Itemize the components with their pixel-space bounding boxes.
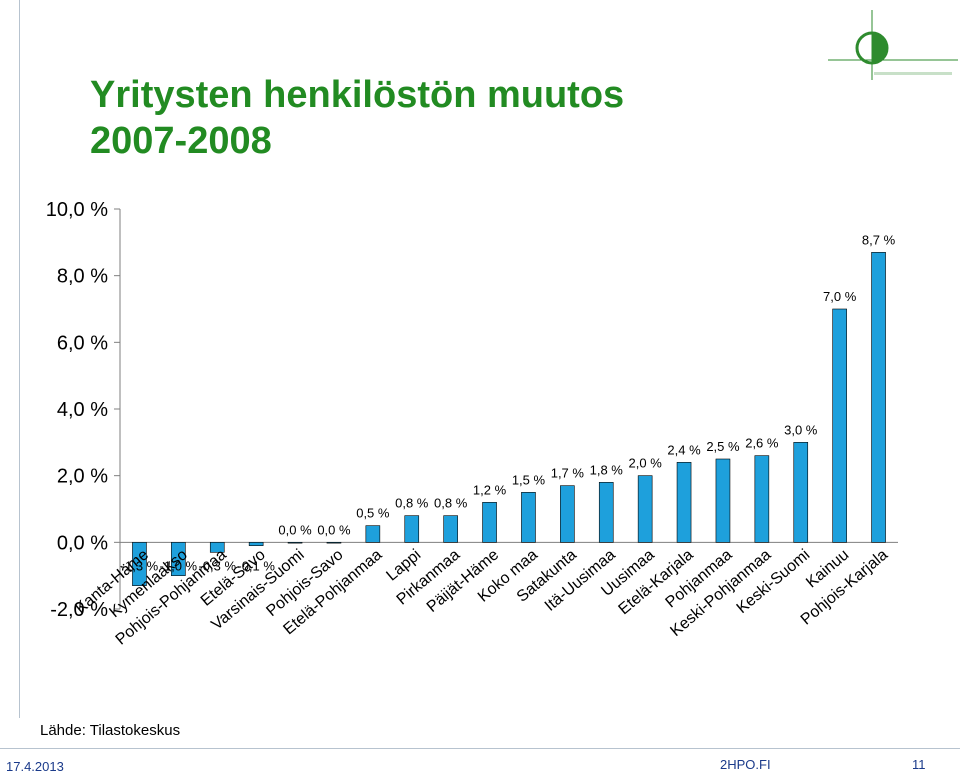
bar: [287, 542, 303, 544]
slide-title-line-1: Yritysten henkilöstön muutos: [90, 74, 625, 116]
bar: [443, 515, 458, 543]
y-tick-label: 0,0 %: [57, 532, 108, 554]
data-label: 1,7 %: [551, 466, 585, 481]
bar: [871, 252, 886, 543]
data-label: 0,5 %: [356, 506, 390, 521]
bar: [248, 542, 264, 546]
data-label: -0,3 %: [198, 558, 236, 573]
data-label: 0,8 %: [434, 496, 468, 511]
y-tick-label: -2,0 %: [50, 599, 108, 621]
bar: [171, 542, 186, 576]
bar: [560, 485, 575, 543]
bar: [326, 542, 342, 544]
bar: [637, 475, 653, 543]
bar: [715, 458, 731, 543]
data-label: 1,2 %: [473, 482, 507, 497]
bar: [676, 462, 692, 543]
value-labels: -1,3 % -1,0 % -0,3 % -0,1 % 0,0 % 0,0 % 0,5 % 0…: [121, 232, 896, 573]
data-label: -1,0 %: [160, 558, 198, 573]
page-number: 11: [912, 757, 926, 772]
data-label: 0,0 %: [278, 522, 312, 537]
y-tick-label: 4,0 %: [57, 399, 108, 421]
bar: [404, 515, 420, 543]
company-logo: [828, 10, 958, 80]
bar: [598, 482, 614, 543]
bar: [754, 455, 770, 543]
left-rule: [19, 0, 20, 718]
data-label: 1,5 %: [512, 472, 546, 487]
data-label: 8,7 %: [862, 232, 896, 247]
y-axis: -2,0 % 0,0 % 2,0 % 4,0 % 6,0 % 8,0 % 10,0 %: [46, 199, 121, 621]
bar: [365, 525, 381, 543]
data-label: 0,0 %: [317, 522, 351, 537]
data-label: 2,0 %: [629, 456, 663, 471]
slide-title: Yritysten henkilöstön muutos 2007-2008: [90, 72, 624, 164]
footer-rule: [0, 748, 960, 749]
y-tick-label: 8,0 %: [57, 266, 108, 288]
data-label: -1,3 %: [121, 558, 159, 573]
footer-site: 2HPO.FI: [720, 757, 771, 772]
slide-title-line-2: 2007-2008: [90, 120, 272, 162]
bar: [832, 308, 847, 543]
bar: [132, 542, 147, 586]
bar: [209, 542, 225, 553]
bar: [482, 502, 497, 543]
y-tick-label: 2,0 %: [57, 466, 108, 488]
footer-date: 17.4.2013: [6, 759, 64, 774]
data-label: 2,5 %: [706, 439, 740, 454]
y-tick-label: 10,0 %: [46, 199, 108, 221]
data-label: 7,0 %: [823, 289, 857, 304]
data-label: 2,6 %: [745, 436, 779, 451]
data-label: 3,0 %: [784, 422, 818, 437]
y-tick-label: 6,0 %: [57, 332, 108, 354]
bar: [793, 442, 809, 543]
data-label: -0,1 %: [237, 558, 275, 573]
source-note: Lähde: Tilastokeskus: [40, 722, 181, 739]
bar: [521, 492, 536, 543]
data-label: 0,8 %: [395, 496, 429, 511]
data-label: 2,4 %: [667, 442, 701, 457]
bars: [120, 252, 898, 586]
data-label: 1,8 %: [590, 462, 624, 477]
bar-chart: -2,0 % 0,0 % 2,0 % 4,0 % 6,0 % 8,0 % 10,0 % -1…: [46, 199, 898, 649]
